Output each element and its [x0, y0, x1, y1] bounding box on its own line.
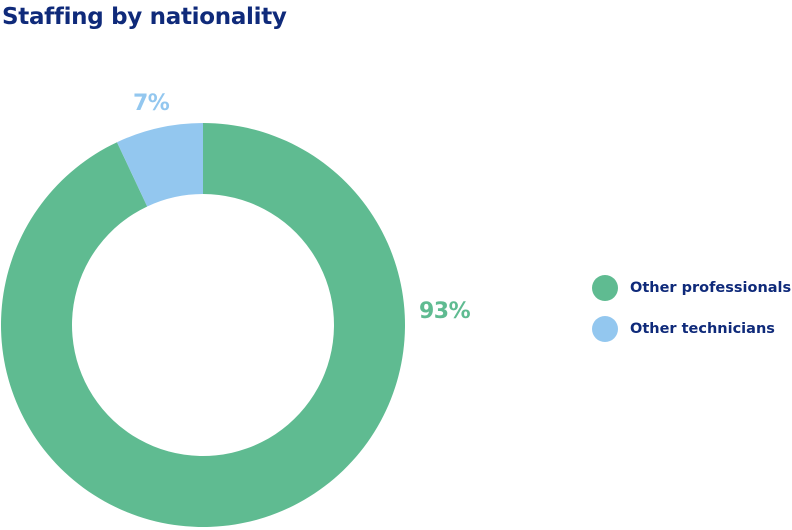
legend-label-other-technicians: Other technicians — [630, 321, 775, 337]
chart-legend: Other professionals Other technicians — [592, 275, 791, 357]
legend-item-other-technicians: Other technicians — [592, 316, 791, 342]
legend-label-other-professionals: Other professionals — [630, 280, 792, 296]
chart-title: Staffing by nationality — [2, 4, 287, 30]
donut-slice-other-technicians — [116, 123, 203, 207]
slice-value-label-other-technicians: 7% — [133, 91, 170, 116]
slice-value-label-other-professionals: 93% — [419, 299, 471, 324]
legend-swatch-other-technicians — [592, 316, 618, 342]
legend-item-other-professionals: Other professionals — [592, 275, 791, 301]
legend-swatch-other-professionals — [592, 275, 618, 301]
donut-slice-other-professionals — [0, 123, 405, 527]
